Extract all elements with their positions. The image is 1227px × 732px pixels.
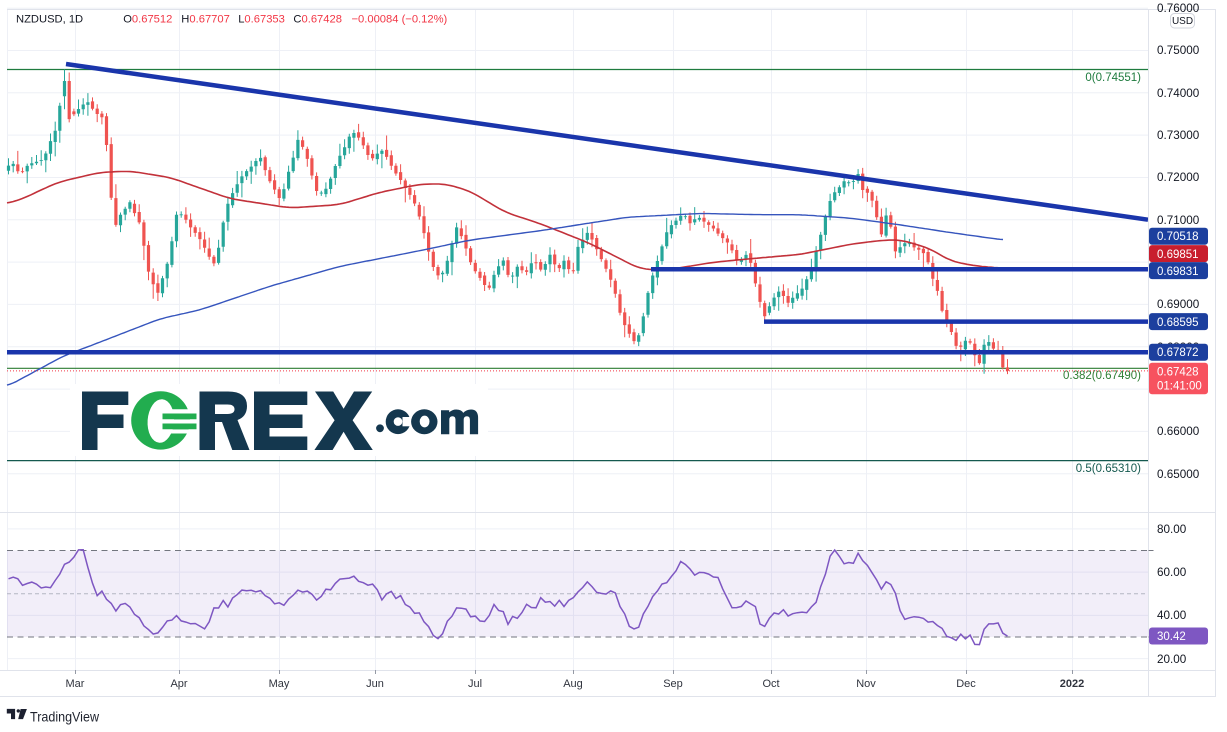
svg-text:0.71000: 0.71000 [1157, 214, 1200, 227]
svg-text:NZDUSD, 1D: NZDUSD, 1D [16, 14, 83, 26]
svg-text:0.69000: 0.69000 [1157, 298, 1200, 311]
svg-text:0.5(0.65310): 0.5(0.65310) [1076, 463, 1141, 475]
svg-text:L0.67353: L0.67353 [238, 14, 285, 26]
svg-text:0.65000: 0.65000 [1157, 468, 1200, 481]
svg-text:Jul: Jul [468, 678, 482, 690]
svg-text:Aug: Aug [563, 678, 583, 690]
svg-text:H0.67707: H0.67707 [181, 14, 230, 26]
svg-text:0.69831: 0.69831 [1157, 266, 1199, 278]
svg-text:0.76000: 0.76000 [1157, 2, 1200, 15]
svg-text:Apr: Apr [170, 678, 187, 690]
svg-text:May: May [269, 678, 290, 690]
svg-text:0.68595: 0.68595 [1157, 317, 1199, 329]
svg-text:0(0.74551): 0(0.74551) [1085, 72, 1141, 84]
svg-text:Oct: Oct [762, 678, 779, 690]
svg-text:0.73000: 0.73000 [1157, 129, 1200, 142]
svg-text:Sep: Sep [663, 678, 683, 690]
svg-text:0.75000: 0.75000 [1157, 44, 1200, 57]
svg-text:01:41:00: 01:41:00 [1157, 381, 1202, 393]
svg-text:0.69851: 0.69851 [1157, 249, 1199, 261]
svg-text:−0.00084 (−0.12%): −0.00084 (−0.12%) [352, 14, 448, 26]
svg-text:0.72000: 0.72000 [1157, 171, 1200, 184]
svg-text:Dec: Dec [956, 678, 976, 690]
svg-text:60.00: 60.00 [1157, 566, 1187, 579]
svg-text:0.70518: 0.70518 [1157, 231, 1199, 243]
svg-text:USD: USD [1172, 16, 1193, 27]
svg-text:TradingView: TradingView [30, 709, 100, 725]
svg-text:2022: 2022 [1060, 678, 1084, 690]
svg-text:0.67428: 0.67428 [1157, 367, 1199, 379]
svg-text:30.42: 30.42 [1157, 631, 1186, 643]
svg-text:20.00: 20.00 [1157, 653, 1187, 666]
svg-text:0.67872: 0.67872 [1157, 347, 1199, 359]
svg-text:Mar: Mar [66, 678, 85, 690]
svg-text:0.74000: 0.74000 [1157, 87, 1200, 100]
svg-text:0.382(0.67490): 0.382(0.67490) [1063, 370, 1141, 382]
svg-text:O0.67512: O0.67512 [123, 14, 172, 26]
svg-text:Jun: Jun [366, 678, 384, 690]
svg-text:0.66000: 0.66000 [1157, 425, 1200, 438]
svg-text:Nov: Nov [856, 678, 876, 690]
svg-text:40.00: 40.00 [1157, 609, 1187, 622]
svg-text:C0.67428: C0.67428 [293, 14, 342, 26]
svg-text:80.00: 80.00 [1157, 523, 1187, 536]
